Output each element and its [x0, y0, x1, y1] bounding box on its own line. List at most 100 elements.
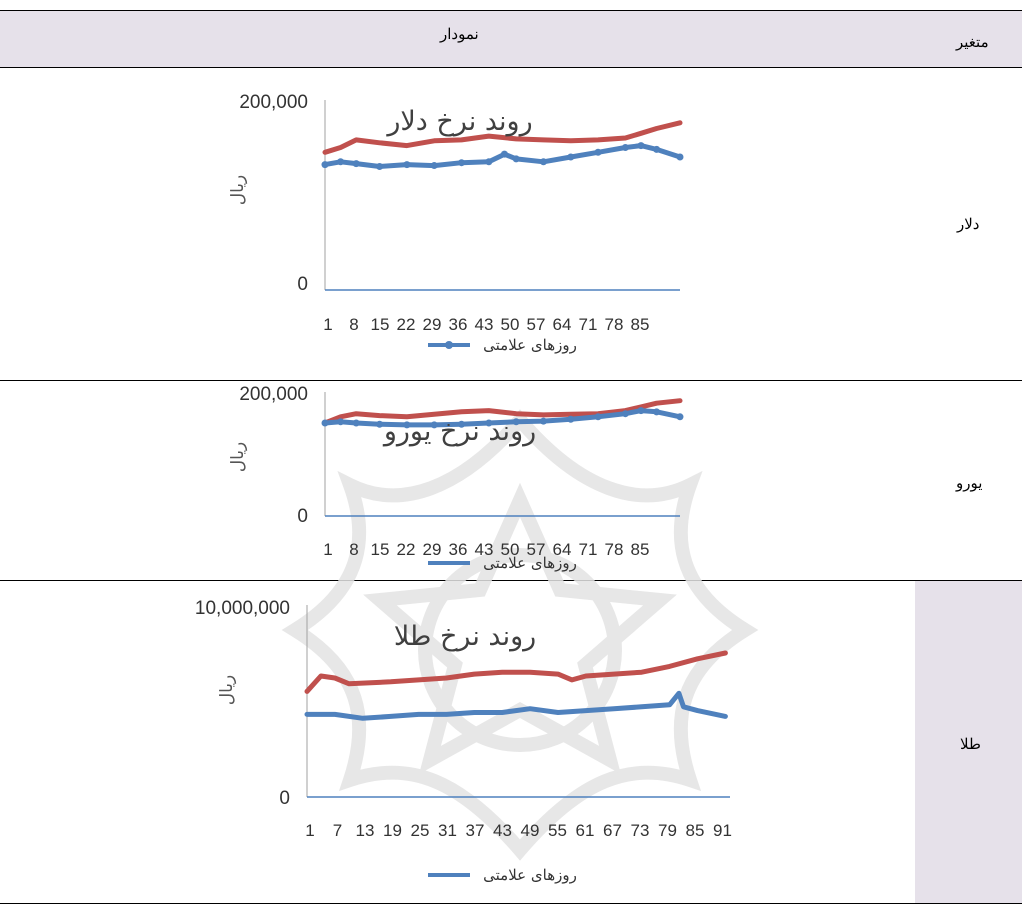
x-tick-label: 57 [527, 315, 546, 334]
y-tick-label: 0 [297, 506, 308, 527]
x-tick-label: 67 [603, 821, 622, 840]
series-point [403, 161, 411, 169]
x-tick-label: 50 [501, 540, 520, 559]
chart-title: روند نرخ دلار [385, 106, 532, 137]
series-point [621, 144, 629, 151]
series-line-red [322, 398, 683, 426]
x-tick-label: 22 [397, 540, 416, 559]
row-separator-1 [0, 380, 1022, 381]
header-chart-label: نمودار [440, 25, 479, 43]
series-point [594, 413, 602, 421]
legend-label: روزهای علامتی [483, 866, 577, 884]
x-tick-label: 8 [349, 540, 358, 559]
table-bottom-rule [0, 903, 1022, 904]
row-separator-2 [0, 580, 1022, 581]
x-tick-label: 29 [423, 315, 442, 334]
series-point [376, 420, 384, 428]
series-point [352, 160, 360, 168]
x-tick-label: 57 [527, 540, 546, 559]
x-tick-label: 49 [521, 821, 540, 840]
x-tick-label: 31 [438, 821, 457, 840]
x-tick-label: 85 [686, 821, 705, 840]
x-tick-label: 19 [383, 821, 402, 840]
x-tick-label: 91 [713, 821, 732, 840]
series-point [512, 418, 520, 426]
series-line-red [322, 120, 683, 155]
x-tick-label: 15 [371, 540, 390, 559]
series-point [676, 153, 684, 161]
series-point [567, 415, 575, 423]
series-point [430, 421, 438, 429]
y-tick-label: 0 [279, 788, 290, 809]
x-tick-label: 15 [371, 315, 390, 334]
x-tick-label: 79 [658, 821, 677, 840]
series-point [637, 407, 645, 415]
x-tick-label: 22 [397, 315, 416, 334]
x-tick-label: 1 [305, 821, 314, 840]
x-tick-label: 1 [323, 540, 332, 559]
x-tick-label: 43 [475, 540, 494, 559]
legend-label: روزهای علامتی [483, 554, 577, 572]
x-tick-label: 78 [605, 315, 624, 334]
x-tick-label: 85 [631, 540, 650, 559]
x-tick-label: 85 [631, 315, 650, 334]
x-tick-label: 78 [605, 540, 624, 559]
series-point [567, 153, 575, 161]
y-axis-label: ریال [217, 675, 237, 705]
series-point [539, 158, 547, 166]
table-header [0, 10, 1022, 67]
row-label-dollar: دلار [957, 215, 980, 233]
x-tick-label: 61 [576, 821, 595, 840]
y-tick-label: 200,000 [239, 384, 308, 405]
x-tick-label: 71 [579, 315, 598, 334]
header-bottom-rule [0, 67, 1022, 68]
y-tick-label: 200,000 [239, 92, 308, 113]
x-tick-label: 8 [349, 315, 358, 334]
y-axis-label: ریال [228, 175, 248, 205]
series-point [594, 148, 602, 156]
series-point [376, 163, 384, 170]
legend-label: روزهای علامتی [483, 336, 577, 354]
x-tick-label: 7 [333, 821, 342, 840]
chart-title: روند نرخ طلا [394, 621, 536, 652]
series-line-blue [322, 408, 683, 428]
series-point [337, 158, 345, 166]
series-point [500, 150, 508, 158]
series-point [458, 159, 466, 167]
series-point [352, 419, 360, 427]
series-point [637, 142, 645, 150]
series-point [430, 162, 438, 170]
chart-title: روند نرخ یورو [382, 416, 536, 447]
x-tick-label: 1 [323, 315, 332, 334]
series-point [653, 145, 661, 153]
header-top-rule [0, 10, 1022, 11]
x-tick-label: 50 [501, 315, 520, 334]
x-tick-label: 71 [579, 540, 598, 559]
series-point [321, 419, 329, 427]
series-line-blue [304, 690, 728, 721]
x-tick-label: 64 [553, 540, 572, 559]
x-tick-label: 29 [423, 540, 442, 559]
x-tick-label: 13 [356, 821, 375, 840]
series-point [337, 418, 345, 426]
row-label-gold: طلا [960, 735, 981, 753]
x-tick-label: 64 [553, 315, 572, 334]
x-tick-label: 37 [466, 821, 485, 840]
series-point [403, 421, 411, 429]
x-tick-label: 36 [449, 540, 468, 559]
gold-variable-cell [915, 581, 1022, 903]
y-tick-label: 0 [297, 274, 308, 295]
series-line-red [304, 650, 728, 694]
y-axis-label: ریال [228, 442, 248, 472]
series-point [321, 161, 329, 169]
series-point [485, 158, 493, 166]
series-point [653, 408, 661, 416]
legend-marker [445, 341, 453, 349]
x-tick-label: 73 [631, 821, 650, 840]
x-tick-label: 43 [475, 315, 494, 334]
x-tick-label: 36 [449, 315, 468, 334]
y-tick-label: 10,000,000 [195, 598, 290, 619]
series-point [621, 410, 629, 418]
x-tick-label: 55 [548, 821, 567, 840]
